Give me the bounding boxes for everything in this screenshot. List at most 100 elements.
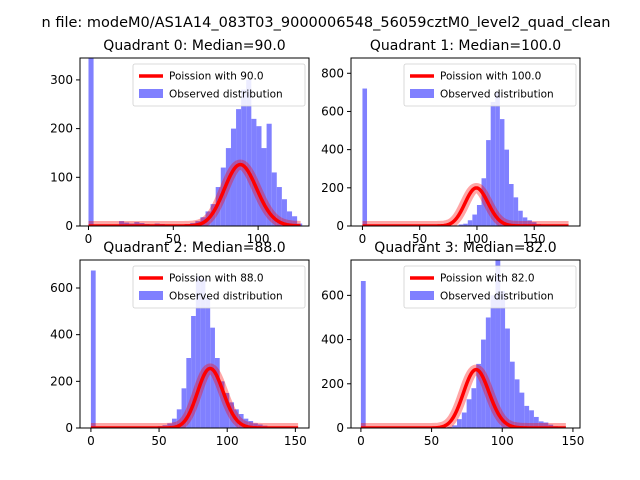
hist-bar: [463, 223, 468, 226]
axes-frame: [350, 57, 581, 227]
hist-bar: [529, 410, 534, 428]
chart-title: Quadrant 1: Median=100.0: [370, 38, 561, 54]
hist-bar: [362, 88, 368, 226]
hist-bar: [543, 422, 549, 428]
chart-title: Quadrant 2: Median=88.0: [103, 240, 285, 256]
x-tick-label: 50: [151, 434, 166, 448]
y-tick-label: 400: [321, 333, 344, 347]
x-tick-label: 150: [284, 434, 307, 448]
hist-bar: [261, 148, 267, 226]
legend-line-label: Poission with 88.0: [169, 273, 264, 285]
hist-bar: [481, 178, 487, 226]
hist-bar: [504, 149, 510, 226]
legend-box: [132, 265, 306, 309]
hist-bar: [236, 109, 242, 226]
hist-bar: [447, 426, 453, 428]
hist-bar: [519, 392, 525, 428]
y-tick-label: 400: [50, 328, 73, 342]
hist-bar: [476, 205, 482, 226]
legend-line-label: Poission with 100.0: [440, 71, 541, 83]
hist-bar: [251, 118, 257, 226]
hist-bar: [538, 421, 544, 428]
hist-bar: [88, 58, 94, 226]
hist-bar: [200, 278, 206, 428]
y-tick-label: 200: [50, 122, 73, 136]
x-tick-label: 50: [166, 232, 181, 246]
y-tick-label: 800: [321, 66, 344, 80]
hist-bar: [220, 167, 226, 226]
chart-panel-3: 0 50 100 150 0 200 400 600 Poission with 82.0 Obs…: [321, 240, 584, 448]
hist-bar: [461, 412, 467, 428]
hist-bar: [514, 379, 520, 428]
hist-bar: [467, 220, 473, 226]
hist-bar: [524, 405, 530, 428]
hist-bar: [486, 140, 491, 226]
legend-hist-swatch: [139, 89, 163, 98]
hist-bar: [286, 211, 293, 226]
x-tick-label: 0: [85, 232, 93, 246]
plot-area: [358, 88, 573, 226]
hist-bar: [281, 199, 287, 226]
axes-frame: [350, 259, 581, 429]
y-tick-label: 0: [336, 421, 344, 435]
hist-bar: [518, 210, 523, 226]
legend-line-label: Poission with 90.0: [169, 71, 264, 83]
x-tick-label: 0: [359, 232, 367, 246]
legend-hist-label: Observed distribution: [169, 89, 283, 101]
y-tick-label: 0: [65, 219, 73, 233]
legend-hist-label: Observed distribution: [169, 291, 283, 303]
hist-bar: [186, 358, 192, 428]
hist-bar: [476, 363, 482, 428]
legend-hist-swatch: [139, 291, 163, 300]
y-tick-label: 600: [321, 104, 344, 118]
hist-bar: [495, 92, 500, 226]
hist-bar: [224, 393, 230, 428]
hist-bar: [481, 339, 486, 428]
poisson-glow: [358, 182, 573, 226]
legend-hist-swatch: [410, 89, 434, 98]
x-tick-label: 150: [523, 232, 546, 246]
hist-bar: [452, 425, 458, 428]
y-tick-label: 300: [50, 73, 73, 87]
hist-bar: [533, 416, 539, 428]
y-tick-label: 200: [321, 377, 344, 391]
hist-bar: [271, 172, 277, 226]
legend-line-label: Poission with 82.0: [440, 273, 535, 285]
legend-box: [403, 265, 577, 309]
x-tick-label: 50: [412, 232, 427, 246]
y-tick-label: 600: [321, 288, 344, 302]
hist-bar: [134, 222, 140, 226]
x-tick-label: 150: [561, 434, 584, 448]
hist-bar: [176, 409, 182, 428]
hist-bar: [527, 220, 532, 226]
axes-frame: [79, 259, 310, 429]
hist-bar: [205, 297, 211, 428]
y-tick-label: 0: [336, 219, 344, 233]
y-tick-label: 400: [321, 143, 344, 157]
hist-bar: [505, 328, 510, 428]
hist-bar: [531, 222, 537, 226]
hist-bar: [490, 101, 496, 226]
hist-bar: [509, 361, 515, 428]
y-tick-label: 200: [50, 374, 73, 388]
hist-bar: [509, 184, 514, 226]
hist-bar: [241, 89, 247, 226]
x-tick-label: 100: [247, 232, 270, 246]
x-tick-label: 100: [465, 232, 488, 246]
chart-title: Quadrant 3: Median=82.0: [374, 240, 556, 256]
x-tick-label: 100: [491, 434, 514, 448]
legend-hist-swatch: [410, 291, 434, 300]
hist-bar: [471, 388, 477, 428]
hist-bar: [292, 216, 298, 226]
y-tick-label: 100: [50, 170, 73, 184]
poisson-curve: [88, 162, 301, 226]
hist-bar: [181, 388, 187, 428]
chart-panel-0: 0 50 100 0 100 200 300 Poission with 90.0 Observ…: [50, 38, 310, 246]
hist-bar: [253, 423, 258, 428]
y-tick-label: 600: [50, 281, 73, 295]
y-tick-label: 0: [65, 421, 73, 435]
hist-bar: [219, 381, 225, 428]
hist-bar: [210, 327, 215, 428]
hist-bar: [499, 119, 505, 226]
